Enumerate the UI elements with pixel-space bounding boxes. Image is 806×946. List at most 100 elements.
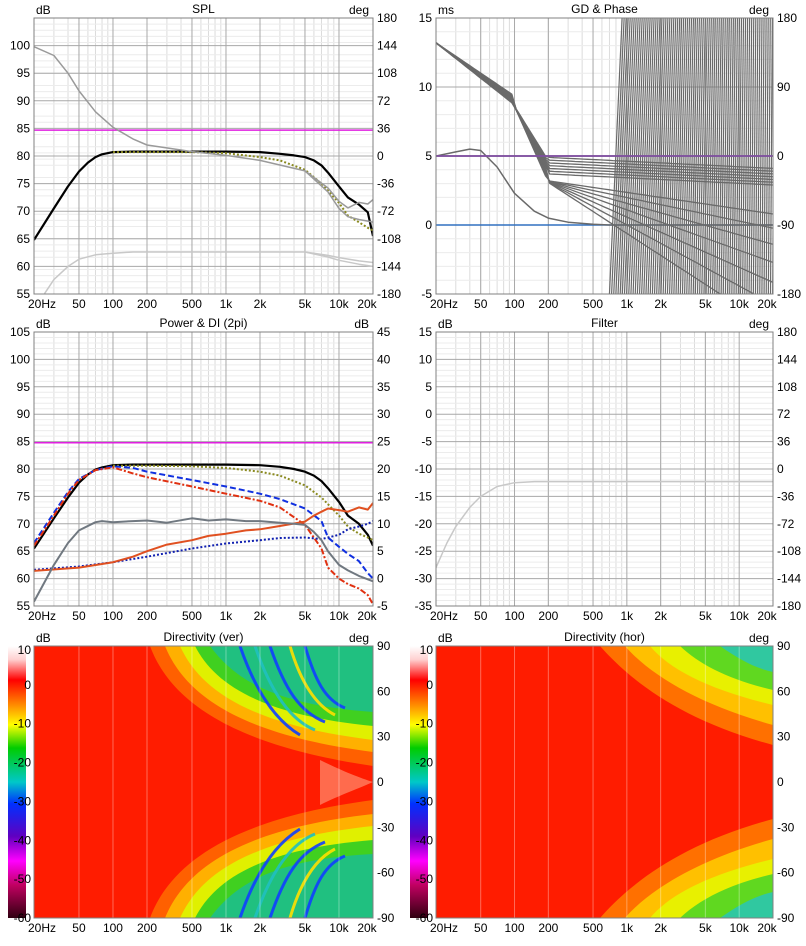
series-group bbox=[436, 480, 773, 568]
x-tick-label: 50 bbox=[474, 297, 488, 311]
x-tick-label: 2k bbox=[254, 609, 268, 623]
y2-tick-label: 45 bbox=[377, 325, 391, 339]
y-tick-label: 85 bbox=[17, 435, 31, 449]
series-di-er bbox=[34, 520, 373, 571]
y2-tick-label: 20 bbox=[377, 462, 391, 476]
colorbar-tick-label: -50 bbox=[416, 872, 434, 886]
x-tick-label: 2k bbox=[254, 921, 268, 935]
y2-tick-label: -5 bbox=[377, 599, 388, 613]
y2-tick-label: -108 bbox=[377, 232, 401, 246]
y2-tick-label: 72 bbox=[377, 94, 391, 108]
y-tick-label: -15 bbox=[415, 489, 433, 503]
y-tick-label: 10 bbox=[419, 80, 433, 94]
colorbar-tick-label: 10 bbox=[420, 643, 434, 657]
x-tick-label: 20Hz bbox=[28, 609, 56, 623]
x-tick-label: 500 bbox=[182, 921, 202, 935]
colorbar-tick-label: 0 bbox=[426, 678, 433, 692]
x-tick-label: 200 bbox=[137, 609, 157, 623]
y2-tick-label: 36 bbox=[377, 121, 391, 135]
series-group bbox=[34, 46, 373, 294]
y2-tick-label: 5 bbox=[377, 544, 384, 558]
y-tick-label: 65 bbox=[17, 232, 31, 246]
y2-unit-label: deg bbox=[349, 3, 369, 17]
y2-tick-label: 180 bbox=[377, 11, 397, 25]
series-sound-power bbox=[34, 466, 373, 605]
x-tick-label: 20k bbox=[757, 609, 777, 623]
series-di-sp bbox=[34, 502, 373, 572]
x-tick-label: 2k bbox=[254, 297, 268, 311]
y2-tick-label: 15 bbox=[377, 489, 391, 503]
chart-title: Directivity (ver) bbox=[164, 630, 244, 644]
y2-tick-label: -72 bbox=[377, 204, 395, 218]
x-tick-label: 20Hz bbox=[28, 921, 56, 935]
y2-tick-label: 36 bbox=[777, 435, 791, 449]
y2-tick-label: 60 bbox=[377, 684, 391, 698]
x-tick-label: 2k bbox=[654, 297, 668, 311]
x-tick-label: 1k bbox=[220, 297, 234, 311]
y2-tick-label: 10 bbox=[377, 517, 391, 531]
y-tick-label: -5 bbox=[421, 435, 432, 449]
y-unit-label: dB bbox=[36, 317, 51, 331]
colorbar-tick-label: -40 bbox=[14, 833, 32, 847]
y-tick-label: 15 bbox=[419, 325, 433, 339]
y-tick-label: 60 bbox=[17, 572, 31, 586]
x-tick-label: 500 bbox=[583, 921, 603, 935]
y-tick-label: 90 bbox=[17, 94, 31, 108]
y2-tick-label: 30 bbox=[777, 730, 791, 744]
x-tick-label: 100 bbox=[103, 609, 123, 623]
y2-tick-label: 0 bbox=[377, 775, 384, 789]
x-tick-label: 20k bbox=[357, 921, 377, 935]
x-tick-label: 1k bbox=[220, 609, 234, 623]
y-tick-label: 90 bbox=[17, 407, 31, 421]
y2-tick-label: -90 bbox=[777, 218, 795, 232]
y2-tick-label: 30 bbox=[377, 730, 391, 744]
x-tick-label: 10k bbox=[329, 921, 349, 935]
x-tick-label: 200 bbox=[137, 921, 157, 935]
x-tick-label: 20Hz bbox=[430, 921, 458, 935]
y2-tick-label: -30 bbox=[777, 820, 795, 834]
y2-tick-label: -60 bbox=[377, 866, 395, 880]
y-tick-label: 0 bbox=[425, 218, 432, 232]
y2-tick-label: 0 bbox=[777, 149, 784, 163]
x-tick-label: 500 bbox=[583, 609, 603, 623]
x-tick-label: 5k bbox=[699, 609, 713, 623]
chart-title: SPL bbox=[192, 2, 215, 16]
y-tick-label: 100 bbox=[10, 352, 30, 366]
y-unit-label: ms bbox=[438, 3, 454, 17]
y2-tick-label: -36 bbox=[777, 489, 795, 503]
x-tick-label: 100 bbox=[505, 921, 525, 935]
y-tick-label: 75 bbox=[17, 177, 31, 191]
x-tick-label: 5k bbox=[299, 297, 313, 311]
heatmap-hor bbox=[436, 646, 773, 918]
x-tick-label: 200 bbox=[538, 921, 558, 935]
x-tick-label: 500 bbox=[182, 609, 202, 623]
colorbar-tick-label: 0 bbox=[24, 678, 31, 692]
x-tick-label: 200 bbox=[137, 297, 157, 311]
x-tick-label: 50 bbox=[72, 297, 86, 311]
colorbar-tick-label: -60 bbox=[416, 911, 434, 925]
y-tick-label: 60 bbox=[17, 259, 31, 273]
y-tick-label: 5 bbox=[425, 380, 432, 394]
colorbar-tick-label: -20 bbox=[14, 756, 32, 770]
y2-unit-label: deg bbox=[749, 317, 769, 331]
x-tick-label: 2k bbox=[654, 609, 668, 623]
colorbar-tick-label: -60 bbox=[14, 911, 32, 925]
x-tick-label: 5k bbox=[299, 921, 313, 935]
x-tick-label: 50 bbox=[72, 921, 86, 935]
y-unit-label: dB bbox=[438, 317, 453, 331]
x-tick-label: 5k bbox=[699, 921, 713, 935]
plot-border bbox=[435, 17, 774, 295]
x-tick-label: 10k bbox=[329, 297, 349, 311]
y-tick-label: -35 bbox=[415, 599, 433, 613]
x-tick-label: 500 bbox=[182, 297, 202, 311]
colorbar-tick-label: -30 bbox=[416, 794, 434, 808]
x-tick-label: 100 bbox=[103, 921, 123, 935]
y2-tick-label: 90 bbox=[777, 639, 791, 653]
y-tick-label: 95 bbox=[17, 66, 31, 80]
plot-border bbox=[33, 645, 374, 919]
